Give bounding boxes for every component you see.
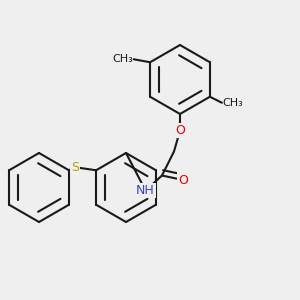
Text: NH: NH bbox=[136, 184, 155, 197]
Text: CH₃: CH₃ bbox=[113, 54, 134, 64]
Text: O: O bbox=[175, 124, 185, 137]
Text: O: O bbox=[178, 173, 188, 187]
Text: CH₃: CH₃ bbox=[222, 98, 243, 108]
Text: S: S bbox=[71, 161, 79, 174]
